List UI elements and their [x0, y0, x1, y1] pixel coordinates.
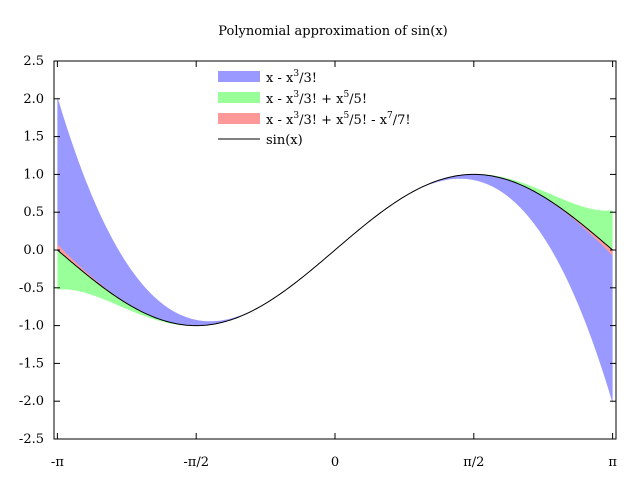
y-tick-label: 2.5 — [23, 54, 44, 69]
legend-label-3: x - x3/3! + x5/5! - x7/7! — [266, 111, 411, 128]
x-tick-label: -π — [51, 455, 64, 470]
y-tick-label: -2.5 — [19, 432, 44, 447]
legend-label-2: x - x3/3! + x5/5! — [266, 90, 367, 107]
y-tick-label: 0.0 — [23, 243, 44, 258]
y-tick-label: 1.5 — [23, 130, 44, 145]
y-tick-label: 0.5 — [23, 205, 44, 220]
x-tick-label: -π/2 — [183, 455, 209, 470]
y-tick-label: -1.0 — [19, 319, 44, 334]
legend-label-4: sin(x) — [266, 133, 303, 148]
legend-swatch-2 — [218, 92, 260, 103]
legend-swatch-1 — [218, 71, 260, 82]
legend: x - x3/3! x - x3/3! + x5/5! x - x3/3! + … — [218, 69, 411, 148]
y-tick-label: -2.0 — [19, 394, 44, 409]
y-tick-label: -0.5 — [19, 281, 44, 296]
y-tick-label: -1.5 — [19, 356, 44, 371]
x-tick-label: π/2 — [463, 455, 484, 470]
legend-swatch-3 — [218, 113, 260, 124]
x-axis-ticks: -π -π/2 0 π/2 π — [51, 61, 617, 470]
x-tick-label: π — [608, 455, 617, 470]
legend-label-1: x - x3/3! — [266, 69, 317, 86]
x-tick-label: 0 — [331, 455, 339, 470]
y-axis-ticks: 2.5 2.0 1.5 1.0 0.5 0.0 -0.5 -1.0 -1.5 -2.0 -2.5 — [19, 54, 616, 447]
y-tick-label: 2.0 — [23, 92, 44, 107]
chart-title: Polynomial approximation of sin(x) — [218, 24, 447, 39]
series-lines — [57, 173, 613, 327]
y-tick-label: 1.0 — [23, 167, 44, 182]
series-line-sin — [57, 173, 613, 327]
